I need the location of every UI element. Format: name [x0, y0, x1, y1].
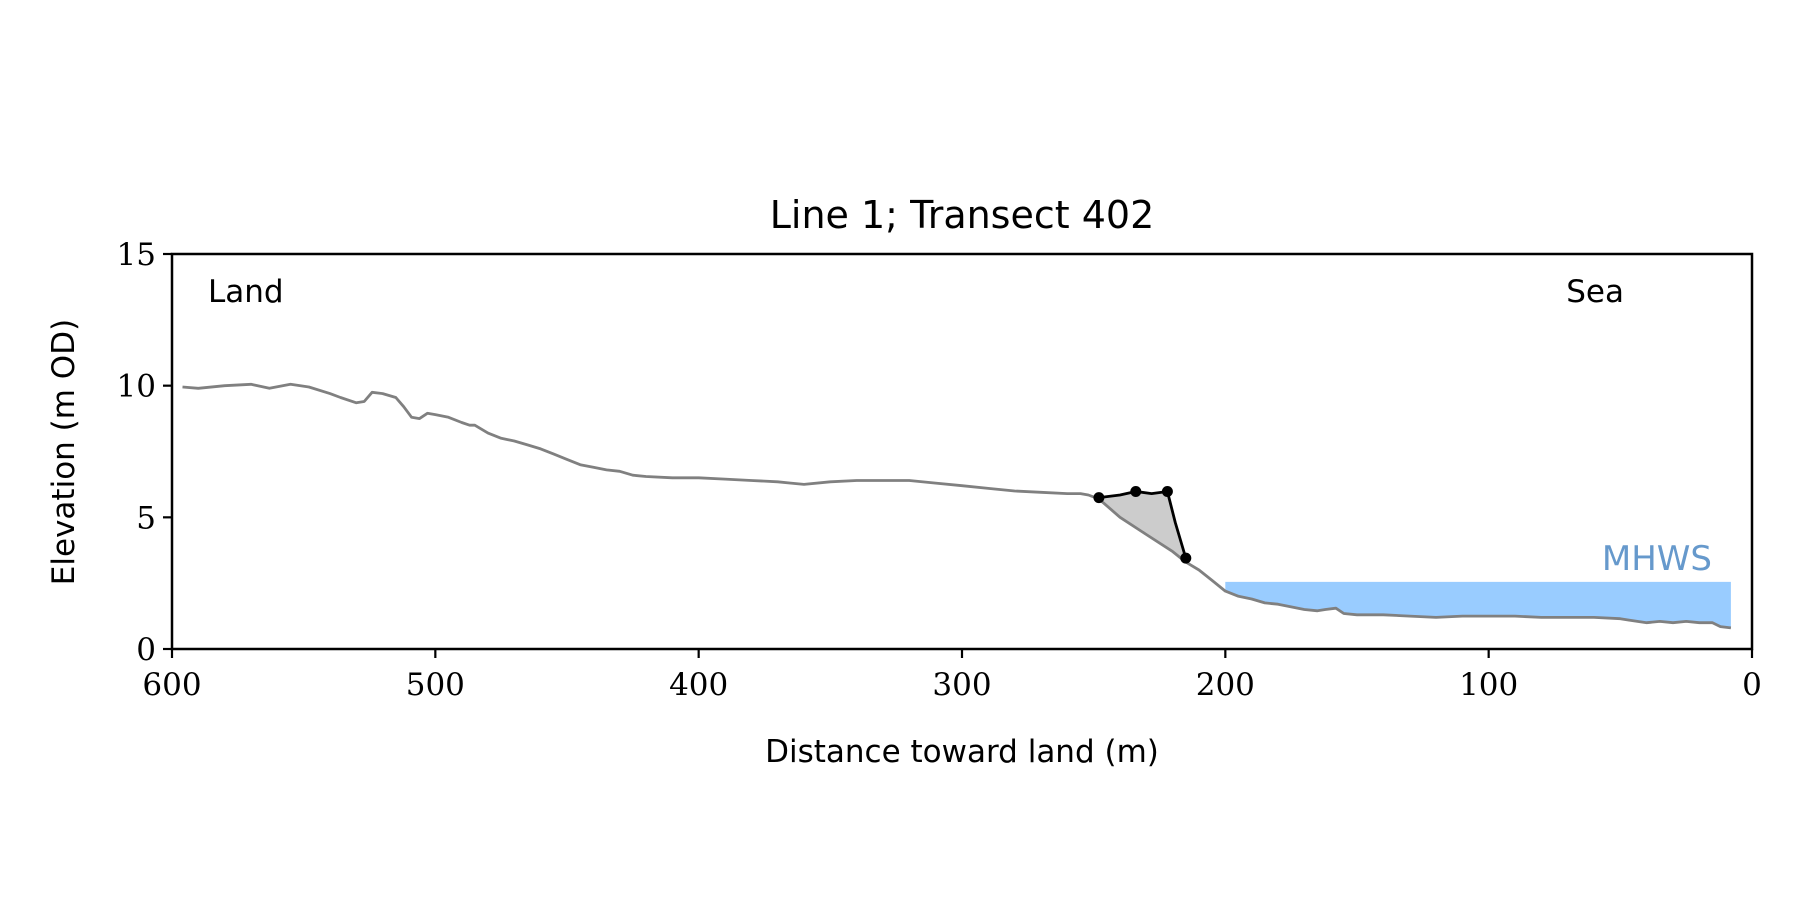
- sea-label: Sea: [1566, 274, 1624, 310]
- x-tick-label: 500: [406, 667, 465, 703]
- y-tick-label: 0: [136, 632, 156, 668]
- profile-line: [182, 382, 1732, 630]
- land-label: Land: [208, 274, 284, 310]
- feature-point: [1180, 552, 1192, 564]
- y-tick-label: 15: [117, 237, 156, 273]
- y-tick-label: 10: [117, 369, 156, 405]
- x-tick-label: 100: [1459, 667, 1518, 703]
- feature-line: [1098, 490, 1188, 559]
- x-tick-label: 400: [669, 667, 728, 703]
- x-tick-label: 0: [1742, 667, 1762, 703]
- y-ticks: 0 5 10 15: [117, 237, 172, 668]
- x-tick-label: 200: [1196, 667, 1255, 703]
- feature-point: [1130, 486, 1142, 497]
- x-tick-label: 300: [932, 667, 991, 703]
- chart-title: Line 1; Transect 402: [770, 193, 1155, 237]
- x-ticks: 600 500 400 300 200 100 0: [142, 649, 1762, 703]
- y-tick-label: 5: [136, 500, 156, 536]
- mhws-water-area: [1225, 581, 1731, 628]
- feature-point: [1093, 492, 1105, 504]
- y-axis-label: Elevation (m OD): [46, 319, 82, 585]
- x-tick-label: 600: [142, 667, 201, 703]
- x-axis-label: Distance toward land (m): [765, 734, 1159, 770]
- mhws-label: MHWS: [1602, 539, 1712, 579]
- feature-point: [1161, 486, 1173, 497]
- plot-lines: [182, 382, 1732, 630]
